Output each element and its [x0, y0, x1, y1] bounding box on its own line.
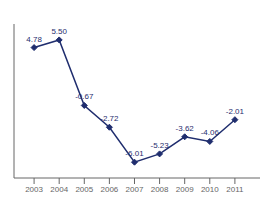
svg-text:-2.72: -2.72 [100, 114, 119, 123]
svg-text:-2.01: -2.01 [226, 107, 245, 116]
svg-text:2010: 2010 [201, 185, 219, 194]
svg-text:2005: 2005 [75, 185, 93, 194]
svg-text:-6.01: -6.01 [125, 149, 144, 158]
svg-text:2006: 2006 [100, 185, 118, 194]
svg-text:2003: 2003 [25, 185, 43, 194]
svg-text:2009: 2009 [176, 185, 194, 194]
svg-text:-4.06: -4.06 [201, 128, 220, 137]
svg-text:-3.62: -3.62 [176, 124, 195, 133]
svg-text:2007: 2007 [126, 185, 144, 194]
svg-text:-0.67: -0.67 [75, 92, 94, 101]
svg-text:-5.23: -5.23 [150, 141, 169, 150]
svg-text:2004: 2004 [50, 185, 68, 194]
svg-text:5.50: 5.50 [51, 27, 67, 36]
svg-text:2011: 2011 [226, 185, 244, 194]
svg-text:4.78: 4.78 [26, 35, 42, 44]
svg-text:2008: 2008 [151, 185, 169, 194]
